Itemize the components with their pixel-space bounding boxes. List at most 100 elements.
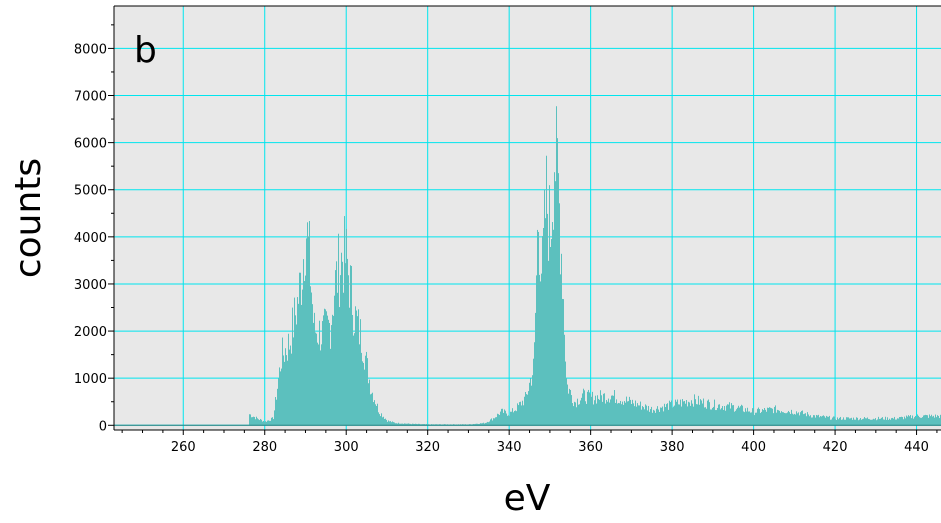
spectrum-bar [424, 424, 425, 426]
x-tick-label: 440 [904, 440, 929, 455]
spectrum-bar [809, 416, 810, 426]
spectrum-bar [687, 406, 688, 426]
spectrum-bar [756, 412, 757, 426]
spectrum-bar [713, 406, 714, 426]
spectrum-bar [470, 424, 471, 426]
spectrum-bar [509, 415, 510, 426]
spectrum-bar [586, 403, 587, 426]
spectrum-bar [480, 423, 481, 426]
spectrum-bar [323, 315, 324, 426]
spectrum-bar [426, 424, 427, 426]
spectrum-bar [314, 312, 315, 426]
spectrum-bar [722, 406, 723, 426]
spectrum-bar [924, 415, 925, 426]
spectrum-bar [782, 412, 783, 426]
spectrum-bar [381, 413, 382, 426]
spectrum-bar [726, 405, 727, 426]
spectrum-bar [575, 402, 576, 426]
spectrum-bar [705, 407, 706, 426]
spectrum-bar [413, 423, 414, 426]
spectrum-bar [267, 420, 268, 426]
spectrum-bar [505, 410, 506, 426]
spectrum-bar [829, 415, 830, 426]
spectrum-bar [549, 185, 550, 426]
spectrum-bar [780, 412, 781, 426]
spectrum-bar [851, 417, 852, 426]
spectrum-bar [403, 423, 404, 426]
spectrum-bar [715, 410, 716, 426]
spectrum-bar [325, 309, 326, 426]
spectrum-bar [826, 415, 827, 426]
spectrum-bar [488, 422, 489, 426]
spectrum-bar [866, 418, 867, 426]
spectrum-bar [551, 239, 552, 426]
spectrum-bar [873, 418, 874, 426]
spectrum-bar [791, 409, 792, 426]
spectrum-bar [874, 419, 875, 426]
spectrum-bar [265, 421, 266, 426]
spectrum-bar [612, 395, 613, 426]
spectrum-bar [359, 344, 360, 426]
spectrum-bar [356, 310, 357, 426]
spectrum-bar [605, 403, 606, 426]
spectrum-bar [273, 419, 274, 426]
spectrum-bar [249, 414, 250, 426]
spectrum-bar [848, 417, 849, 426]
spectrum-bar [757, 408, 758, 426]
spectrum-bar [891, 418, 892, 426]
spectrum-bar [716, 410, 717, 426]
spectrum-bar [394, 422, 395, 426]
spectrum-bar [327, 315, 328, 426]
spectrum-bar [411, 424, 412, 426]
spectrum-bar [562, 298, 563, 426]
spectrum-bar [729, 402, 730, 426]
spectrum-bar [939, 418, 940, 426]
spectrum-bar [929, 414, 930, 426]
spectrum-bar [890, 419, 891, 426]
spectrum-bar [915, 415, 916, 426]
spectrum-bar [770, 407, 771, 426]
spectrum-bar [701, 400, 702, 426]
spectrum-bar [477, 423, 478, 426]
spectrum-bar [284, 361, 285, 426]
spectrum-bar [539, 274, 540, 426]
spectrum-bar [301, 304, 302, 426]
spectrum-bar [796, 411, 797, 426]
spectrum-bar [790, 413, 791, 426]
spectrum-bar [400, 423, 401, 426]
spectrum-bar [367, 358, 368, 426]
spectrum-bar [825, 417, 826, 426]
spectrum-bar [389, 421, 390, 426]
spectrum-bar [253, 416, 254, 426]
spectrum-bar [932, 416, 933, 426]
spectrum-bar [921, 417, 922, 426]
spectrum-bar [920, 417, 921, 426]
spectrum-bar [732, 405, 733, 426]
spectrum-bar [363, 362, 364, 426]
spectrum-bar [655, 412, 656, 426]
spectrum-bar [501, 408, 502, 426]
spectrum-bar [557, 138, 558, 426]
spectrum-bar [777, 409, 778, 426]
spectrum-bar [550, 247, 551, 426]
spectrum-bar [357, 316, 358, 426]
spectrum-bar [661, 407, 662, 426]
x-tick-label: 320 [415, 440, 440, 455]
spectrum-bar [535, 312, 536, 426]
spectrum-bar [870, 419, 871, 426]
spectrum-bar [347, 258, 348, 426]
spectrum-bar [465, 424, 466, 426]
spectrum-bar [800, 412, 801, 426]
spectrum-bar [617, 403, 618, 426]
spectrum-bar [895, 419, 896, 426]
spectrum-bar [460, 424, 461, 426]
spectrum-bar [935, 414, 936, 426]
spectrum-bar [643, 407, 644, 426]
spectrum-bar [503, 412, 504, 426]
spectrum-bar [275, 397, 276, 426]
spectrum-bar [332, 314, 333, 426]
spectrum-bar [530, 378, 531, 426]
spectrum-bar [630, 399, 631, 426]
spectrum-bar [353, 335, 354, 426]
spectrum-bar [374, 400, 375, 426]
